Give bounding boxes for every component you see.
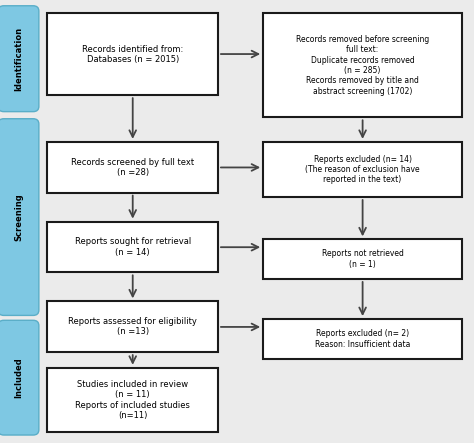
Text: Records screened by full text
(n =28): Records screened by full text (n =28) <box>71 158 194 177</box>
Text: Reports sought for retrieval
(n = 14): Reports sought for retrieval (n = 14) <box>74 237 191 256</box>
Text: Included: Included <box>14 358 23 398</box>
Text: Records identified from:
Databases (n = 2015): Records identified from: Databases (n = … <box>82 45 183 64</box>
FancyBboxPatch shape <box>0 119 39 315</box>
Text: Identification: Identification <box>14 27 23 91</box>
Text: Reports assessed for eligibility
(n =13): Reports assessed for eligibility (n =13) <box>68 317 197 336</box>
FancyBboxPatch shape <box>47 368 218 432</box>
FancyBboxPatch shape <box>263 142 462 197</box>
Text: Reports excluded (n= 2)
Reason: Insufficient data: Reports excluded (n= 2) Reason: Insuffic… <box>315 329 410 349</box>
FancyBboxPatch shape <box>263 239 462 279</box>
FancyBboxPatch shape <box>47 142 218 193</box>
FancyBboxPatch shape <box>47 222 218 272</box>
FancyBboxPatch shape <box>47 13 218 95</box>
Text: Studies included in review
(n = 11)
Reports of included studies
(n=11): Studies included in review (n = 11) Repo… <box>75 380 190 420</box>
Text: Reports excluded (n= 14)
(The reason of exclusion have
reported in the text): Reports excluded (n= 14) (The reason of … <box>305 155 420 184</box>
FancyBboxPatch shape <box>0 320 39 435</box>
Text: Screening: Screening <box>14 193 23 241</box>
Text: Records removed before screening
full text:
Duplicate records removed
(n = 285)
: Records removed before screening full te… <box>296 35 429 96</box>
Text: Reports not retrieved
(n = 1): Reports not retrieved (n = 1) <box>322 249 403 269</box>
FancyBboxPatch shape <box>263 319 462 359</box>
FancyBboxPatch shape <box>0 6 39 112</box>
FancyBboxPatch shape <box>263 13 462 117</box>
FancyBboxPatch shape <box>47 301 218 352</box>
